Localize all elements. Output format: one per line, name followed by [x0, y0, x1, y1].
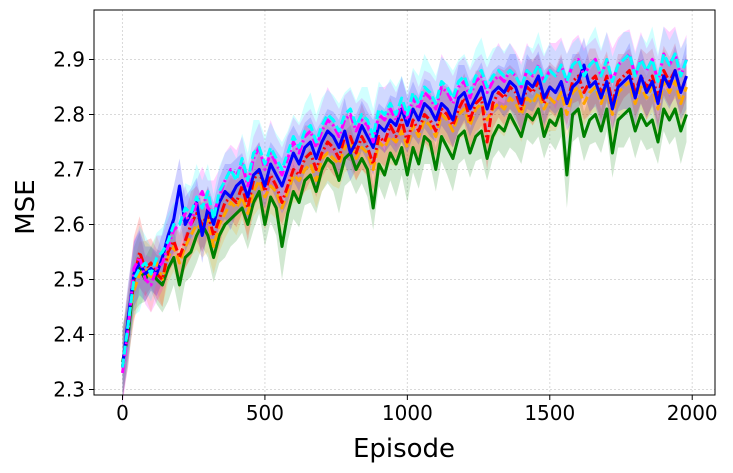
series-line: [121, 107, 688, 363]
x-tick-label: 0: [116, 401, 129, 425]
plot-frame: [93, 9, 716, 396]
x-axis-title: Episode: [353, 434, 455, 464]
x-axis-ticks: 0 500 1000 1500 2000: [116, 395, 718, 425]
y-tick-label: 2.9: [53, 48, 85, 72]
x-tick-label: 2000: [667, 401, 718, 425]
x-tick-label: 500: [246, 401, 284, 425]
y-tick-label: 2.3: [53, 378, 85, 402]
series-line: [121, 63, 688, 368]
series-lines: [121, 52, 688, 374]
confidence-band: [122, 26, 687, 397]
series-line: [121, 80, 688, 368]
y-tick-label: 2.7: [53, 158, 85, 182]
y-tick-label: 2.8: [53, 103, 85, 127]
y-tick-label: 2.5: [53, 268, 85, 292]
y-axis-title: MSE: [11, 179, 41, 234]
y-axis-ticks: 2.3 2.4 2.5 2.6 2.7 2.8 2.9: [53, 48, 94, 402]
x-tick-label: 1000: [382, 401, 433, 425]
series-line: [121, 69, 688, 368]
y-tick-label: 2.6: [53, 213, 85, 237]
series-line: [121, 52, 688, 368]
x-tick-label: 1500: [524, 401, 575, 425]
y-tick-label: 2.4: [53, 323, 85, 347]
